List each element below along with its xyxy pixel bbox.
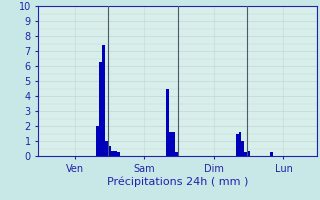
Bar bbox=[172, 132, 175, 156]
Bar bbox=[105, 141, 108, 156]
Bar bbox=[244, 152, 247, 156]
Bar bbox=[238, 132, 241, 156]
Bar bbox=[166, 88, 169, 156]
Bar bbox=[108, 146, 111, 156]
X-axis label: Précipitations 24h ( mm ): Précipitations 24h ( mm ) bbox=[107, 176, 248, 187]
Bar bbox=[96, 126, 99, 156]
Bar bbox=[99, 62, 102, 156]
Bar bbox=[111, 151, 114, 156]
Bar bbox=[241, 141, 244, 156]
Bar bbox=[270, 152, 273, 156]
Bar bbox=[102, 45, 105, 156]
Bar bbox=[236, 134, 238, 156]
Bar bbox=[117, 152, 120, 156]
Bar bbox=[114, 151, 117, 156]
Bar bbox=[247, 151, 250, 156]
Bar bbox=[175, 152, 178, 156]
Bar bbox=[169, 132, 172, 156]
